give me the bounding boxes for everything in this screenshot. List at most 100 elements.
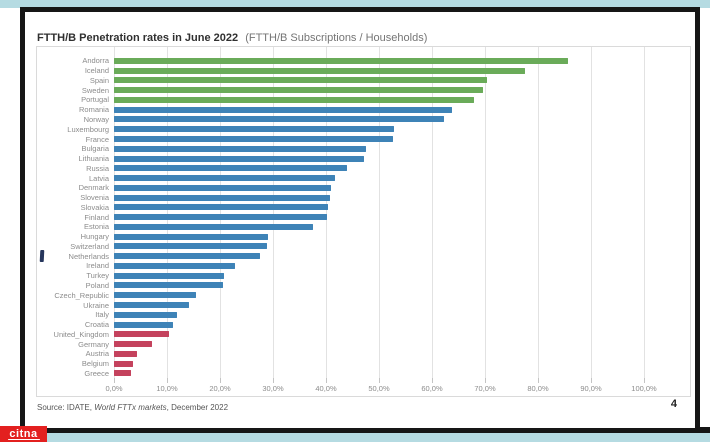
value-bar (114, 194, 331, 201)
country-label: Belgium (81, 359, 109, 369)
x-tick-label: 70,0% (474, 384, 496, 393)
bar-row: Russia (37, 163, 692, 173)
country-label: Greece (84, 368, 109, 378)
bar-row: Poland (37, 281, 692, 291)
country-label: Slovakia (80, 202, 109, 212)
country-label: Finland (84, 212, 109, 222)
value-bar (114, 184, 332, 191)
bar-track (114, 329, 692, 339)
x-axis-labels: 0,0% 10,0% 20,0% 30,0% 40,0% 50,0% 60,0% 70,0% 8… (105, 384, 692, 396)
country-label: Czech_Republic (54, 290, 109, 300)
bar-track (114, 290, 692, 300)
bar-track (114, 232, 692, 242)
country-label: Spain (89, 75, 109, 85)
bar-track (114, 124, 692, 134)
country-label: Italy (95, 310, 109, 320)
value-bar (114, 136, 394, 142)
bar-row: Ukraine (37, 300, 692, 310)
gridline (485, 47, 486, 378)
bar-track (114, 173, 692, 183)
value-bar (114, 292, 197, 299)
bar-track (114, 212, 692, 222)
bar-row: Estonia (37, 222, 692, 232)
axis-tick-mark (538, 378, 539, 383)
gridline (167, 47, 168, 378)
value-bar (114, 370, 132, 377)
bar-row: Portugal (37, 95, 692, 105)
value-bar (114, 165, 347, 172)
value-bar (114, 106, 453, 113)
bar-row: Luxembourg (37, 124, 692, 134)
source-title: World FTTx markets (94, 403, 167, 412)
value-bar (114, 243, 268, 250)
gridline (538, 47, 539, 378)
value-bar (114, 282, 224, 289)
bottom-accent-strip (0, 433, 710, 442)
country-label: Turkey (86, 271, 109, 281)
x-tick-label: 60,0% (421, 384, 443, 393)
gridline (432, 47, 433, 378)
bar-track (114, 56, 692, 66)
value-bar (114, 57, 568, 64)
country-label: Denmark (78, 183, 109, 193)
bar-row: Norway (37, 115, 692, 125)
country-label: Lithuania (78, 154, 109, 164)
value-bar (114, 350, 137, 357)
bar-row: Slovakia (37, 202, 692, 212)
bar-row: Greece (37, 369, 692, 379)
axis-tick-mark (273, 378, 274, 383)
axis-tick-mark (432, 378, 433, 383)
bar-track (114, 359, 692, 369)
page-number: 4 (670, 398, 677, 410)
country-label: Norway (83, 114, 109, 124)
x-tick-label: 0,0% (105, 384, 123, 393)
country-label: Croatia (84, 320, 109, 330)
x-tick-label: 20,0% (209, 384, 231, 393)
value-bar (114, 145, 366, 152)
bar-row: Iceland (37, 66, 692, 76)
bar-track (114, 261, 692, 271)
country-label: Slovenia (80, 193, 109, 203)
gridline (379, 47, 380, 378)
bar-row: France (37, 134, 692, 144)
bar-rows: Andorra Iceland Spain Sweden Portugal Romania… (37, 56, 692, 378)
value-bar (114, 87, 483, 94)
bar-track (114, 95, 692, 105)
bar-track (114, 222, 692, 232)
axis-tick-mark (167, 378, 168, 383)
value-bar (114, 311, 178, 318)
bar-track (114, 202, 692, 212)
plot-grid (114, 47, 692, 383)
value-bar (114, 175, 335, 182)
gridline (114, 47, 115, 378)
bar-track (114, 115, 692, 125)
bar-row: Hungary (37, 232, 692, 242)
country-label: Romania (78, 105, 109, 115)
bar-track (114, 349, 692, 359)
bar-track (114, 183, 692, 193)
country-label: United_Kingdom (53, 329, 109, 339)
citna-logo-underline (8, 438, 40, 440)
bar-row: Finland (37, 212, 692, 222)
x-tick-label: 100,0% (631, 384, 657, 393)
country-label: Latvia (88, 173, 109, 183)
bar-row: Spain (37, 76, 692, 86)
gridline (220, 47, 221, 378)
country-label: Bulgaria (81, 144, 109, 154)
bar-row: United_Kingdom (37, 329, 692, 339)
axis-tick-mark (114, 378, 115, 383)
chart-title-main: FTTH/B Penetration rates in June 2022 (37, 32, 239, 44)
bar-row: Germany (37, 339, 692, 349)
value-bar (114, 223, 313, 230)
bar-track (114, 369, 692, 379)
bar-track (114, 76, 692, 86)
x-tick-label: 90,0% (580, 384, 602, 393)
value-bar (114, 96, 474, 103)
bar-track (114, 66, 692, 76)
value-bar (114, 204, 329, 211)
bar-track (114, 105, 692, 115)
country-label: Andorra (82, 56, 109, 66)
value-bar (114, 321, 173, 328)
source-caption: Source: IDATE, World FTTx markets, Decem… (37, 403, 228, 412)
